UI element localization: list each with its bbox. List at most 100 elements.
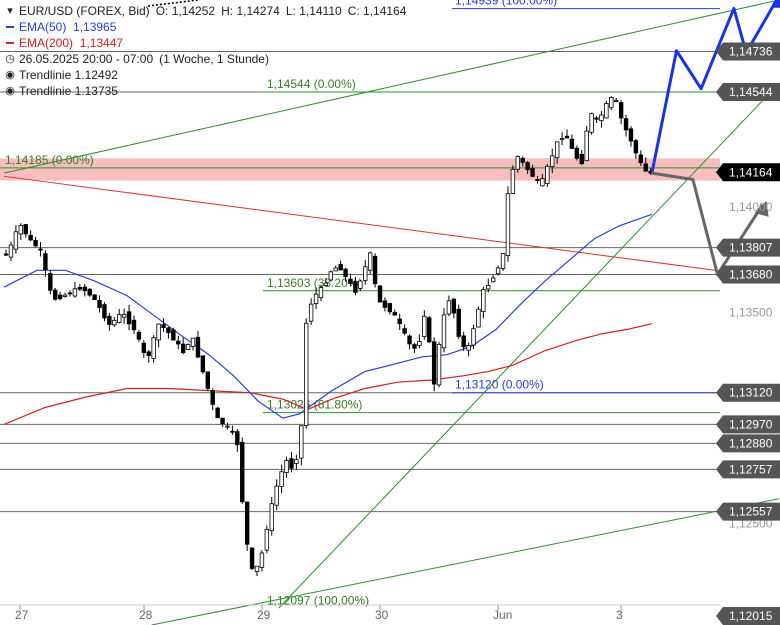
candle-body	[185, 344, 191, 350]
candle-body	[623, 118, 629, 131]
candle-body	[180, 343, 186, 354]
candle-body	[333, 267, 338, 272]
candle-body	[486, 285, 491, 290]
candle-body	[289, 458, 294, 469]
candle-body	[427, 317, 432, 343]
candle-body	[436, 343, 442, 386]
candle-body	[343, 268, 348, 278]
candle-body	[161, 324, 166, 328]
candle-body	[225, 425, 230, 428]
collapse-icon[interactable]: ▾	[7, 5, 13, 17]
candle-body	[18, 224, 24, 235]
price-level-box	[716, 383, 780, 402]
candle-body	[500, 253, 506, 269]
price-level-box	[716, 502, 780, 521]
candle-body	[550, 155, 555, 167]
candle-body	[62, 294, 68, 297]
candle-body	[466, 345, 471, 351]
candle-body	[505, 193, 511, 256]
candle-body	[240, 441, 245, 503]
candle-body	[579, 153, 584, 165]
candle-body	[28, 234, 33, 241]
candle-body	[363, 266, 368, 281]
price-level-box	[716, 238, 780, 257]
candle-body	[166, 327, 171, 334]
candle-body	[82, 286, 87, 292]
symbol-name: EUR/USD (FOREX, Bid)	[19, 4, 150, 18]
resistance-zone	[0, 158, 720, 181]
candle-body	[525, 162, 530, 171]
candle-body	[210, 390, 215, 405]
ema200-value: 1,13447	[79, 36, 124, 50]
candle-body	[643, 163, 648, 172]
price-level-box	[716, 83, 780, 102]
candle-body	[456, 308, 461, 337]
legend-row-ema200[interactable]: EMA(200) 1,13447	[4, 35, 406, 51]
candle-body	[461, 335, 466, 348]
candle-body	[328, 271, 334, 281]
candle-body	[126, 311, 132, 325]
ema50-label: EMA(50)	[19, 20, 67, 34]
candle-body	[318, 287, 324, 299]
candle-body	[230, 430, 235, 433]
price-level-label: 1,12015	[729, 609, 773, 623]
candle-body	[249, 547, 255, 569]
candle-body	[397, 318, 402, 325]
price-level-label: 1,12557	[729, 505, 773, 519]
candle-body	[151, 337, 156, 359]
candle-body	[43, 253, 48, 271]
candle-body	[476, 308, 481, 328]
legend-row-time: ◷ 26.05.2025 20:00 - 07:00 (1 Woche, 1 S…	[4, 51, 406, 67]
candle-body	[446, 300, 452, 315]
candle-body	[176, 340, 181, 345]
candle-body	[490, 277, 496, 283]
candle-body	[599, 114, 604, 122]
candle-body	[254, 565, 260, 572]
candle-body	[407, 335, 412, 345]
candle-body	[53, 289, 58, 300]
x-tick-label: 30	[375, 608, 389, 622]
candle-body	[136, 331, 142, 340]
candle-body	[235, 431, 240, 446]
candle-body	[358, 280, 363, 289]
trendline	[278, 83, 780, 609]
ema200-label: EMA(200)	[19, 36, 74, 50]
candle-body	[638, 154, 644, 164]
low-label: L:	[285, 4, 296, 18]
price-level-label: 1,13807	[729, 241, 773, 255]
candle-body	[372, 255, 378, 285]
candle-body	[156, 323, 161, 341]
trendline-target-icon: ◉	[5, 69, 15, 81]
fib-level-label: 1,14939 (100.00%)	[455, 0, 557, 8]
legend-row-trendline-1[interactable]: ◉ Trendlinie 1.12492	[4, 67, 406, 83]
ema50-line	[3, 213, 653, 419]
candle-body	[554, 141, 560, 159]
candle-body	[520, 157, 525, 163]
clock-icon: ◷	[5, 53, 15, 65]
candle-body	[618, 102, 624, 119]
price-level-box	[716, 460, 780, 479]
candle-body	[338, 264, 343, 271]
trendline	[3, 0, 780, 174]
candle-body	[107, 315, 112, 325]
candle-body	[382, 300, 388, 308]
candle-body	[23, 224, 28, 235]
candle-body	[614, 100, 619, 103]
price-level-box	[716, 415, 780, 434]
candle-body	[308, 303, 314, 322]
trendline-2-value: 1.13735	[74, 84, 118, 98]
legend-row-ema50[interactable]: EMA(50) 1,13965	[4, 19, 406, 35]
legend-row-trendline-2[interactable]: ◉ Trendlinie 1.13735	[4, 83, 406, 99]
fib-level-label: 1,12097 (100.00%)	[267, 594, 369, 608]
candle-body	[323, 282, 329, 286]
trendline-1-label: Trendlinie	[19, 68, 72, 82]
candle-body	[205, 371, 210, 389]
candle-body	[377, 285, 383, 303]
price-level-label: 1,12880	[729, 436, 773, 450]
high-label: H:	[221, 4, 234, 18]
close-value: 1,14164	[363, 4, 407, 18]
candle-body	[431, 341, 437, 385]
fib-level-label: 1,13120 (0.00%)	[455, 378, 544, 392]
price-level-label: 1,13680	[729, 267, 773, 281]
